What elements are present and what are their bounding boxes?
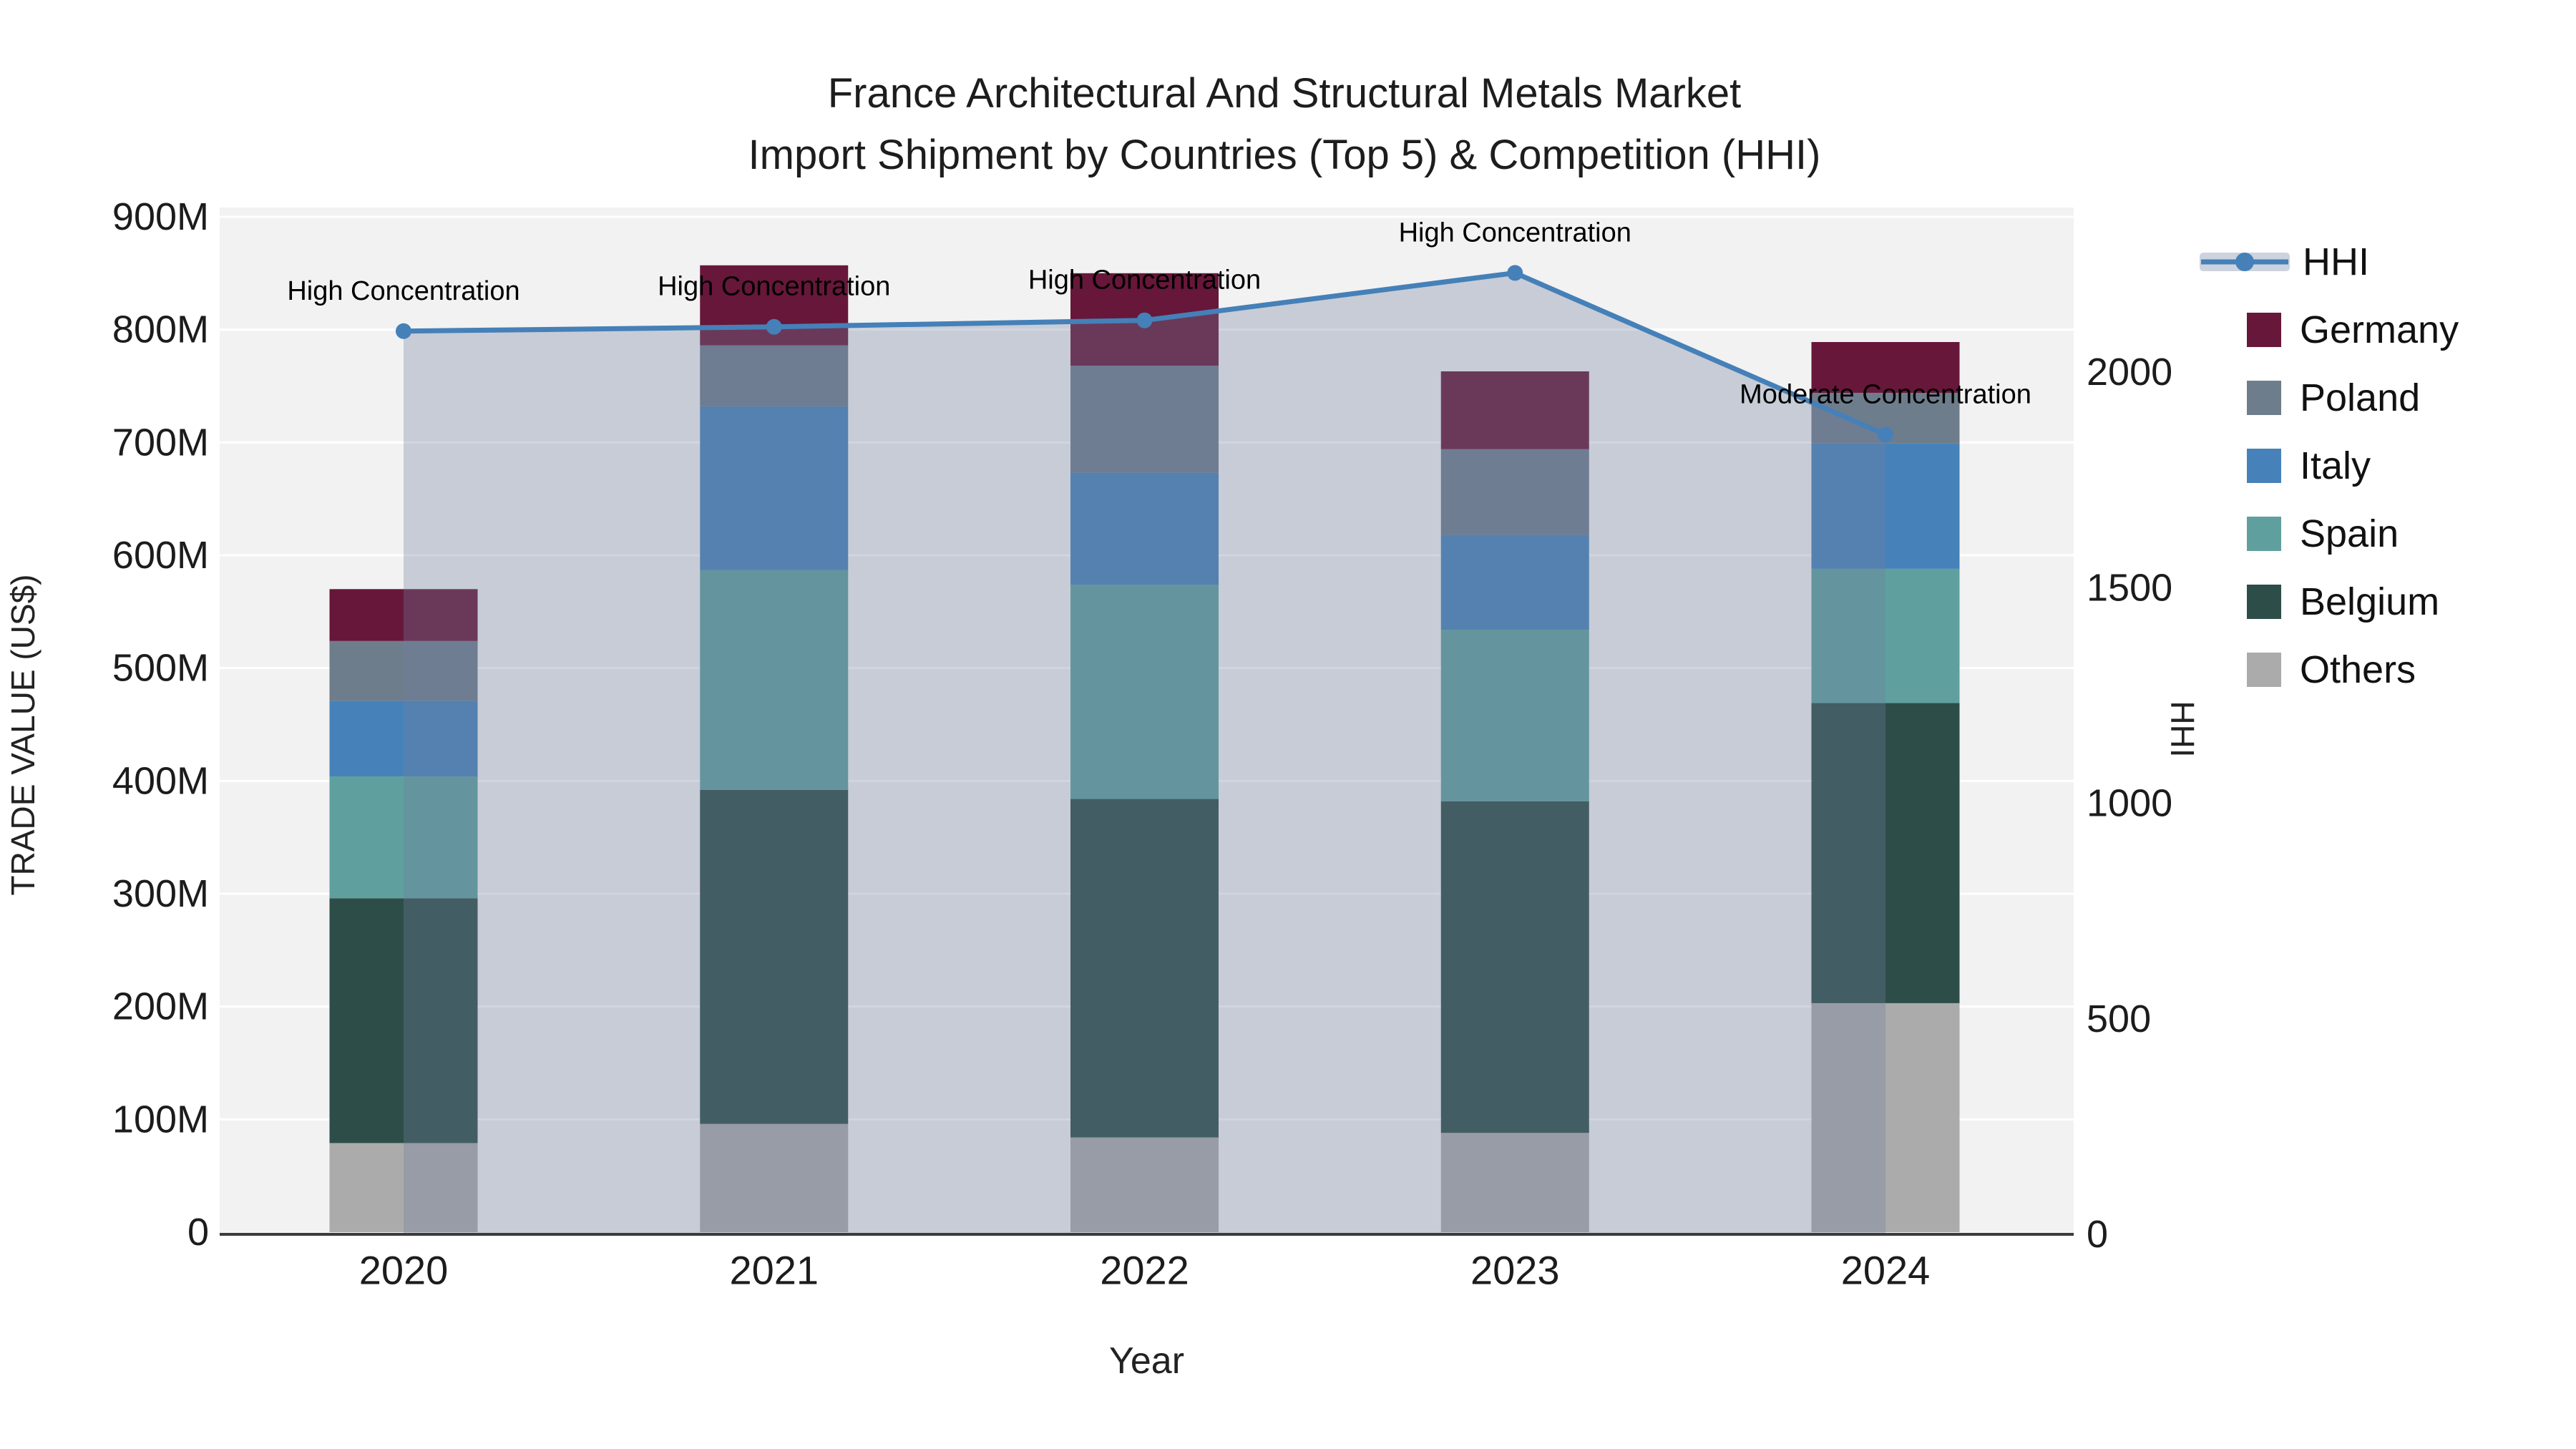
- bar-segment-belgium-2020: [329, 898, 478, 1143]
- x-tick-label-2020: 2020: [359, 1248, 449, 1293]
- hhi-marker-2021: [766, 318, 782, 335]
- annotation-2021: High Concentration: [658, 272, 890, 302]
- y-right-tick-label-500: 500: [2087, 997, 2151, 1040]
- legend-item-italy[interactable]: Italy: [2247, 431, 2459, 499]
- legend-item-others[interactable]: Others: [2247, 635, 2459, 703]
- legend: HHI Germany Poland Italy Spain Belgium Others: [2200, 228, 2459, 703]
- hhi-line-legend-icon: [2200, 252, 2290, 271]
- bar-segment-poland-2021: [700, 345, 849, 406]
- bar-segment-spain-2020: [329, 776, 478, 899]
- bar-segment-spain-2024: [1811, 568, 1960, 703]
- legend-label-spain: Spain: [2300, 512, 2399, 555]
- chart-title-line2: Import Shipment by Countries (Top 5) & C…: [748, 132, 1821, 178]
- y-right-tick-label-1500: 1500: [2087, 566, 2172, 609]
- y-left-tick-label-800M: 800M: [112, 308, 209, 351]
- legend-item-poland[interactable]: Poland: [2247, 364, 2459, 431]
- bar-segment-italy-2021: [700, 406, 849, 570]
- bar-segment-others-2021: [700, 1123, 849, 1232]
- germany-color-swatch-icon: [2247, 312, 2281, 347]
- spain-color-swatch-icon: [2247, 516, 2281, 551]
- y-left-tick-label-600M: 600M: [112, 534, 209, 577]
- legend-label-belgium: Belgium: [2300, 580, 2440, 623]
- legend-item-hhi[interactable]: HHI: [2200, 228, 2459, 296]
- y-right-tick-label-2000: 2000: [2087, 351, 2172, 394]
- legend-label-hhi: HHI: [2303, 240, 2369, 283]
- bar-segment-germany-2023: [1440, 371, 1589, 449]
- bar-segment-italy-2023: [1440, 535, 1589, 630]
- bar-segment-poland-2022: [1070, 366, 1219, 473]
- hhi-marker-2024: [1878, 426, 1893, 443]
- bar-segment-italy-2024: [1811, 443, 1960, 569]
- y-left-tick-label-300M: 300M: [112, 872, 209, 915]
- bar-segment-others-2024: [1811, 1002, 1960, 1232]
- y-left-tick-label-100M: 100M: [112, 1098, 209, 1141]
- belgium-color-swatch-icon: [2247, 584, 2281, 619]
- y-right-axis-title: HHI: [2164, 701, 2201, 758]
- legend-label-poland: Poland: [2300, 376, 2421, 419]
- legend-item-germany[interactable]: Germany: [2247, 296, 2459, 364]
- hhi-marker-2023: [1507, 265, 1523, 281]
- others-color-swatch-icon: [2247, 652, 2281, 687]
- x-tick-label-2021: 2021: [729, 1248, 819, 1293]
- y-left-tick-label-200M: 200M: [112, 985, 209, 1028]
- legend-item-spain[interactable]: Spain: [2247, 499, 2459, 567]
- italy-color-swatch-icon: [2247, 448, 2281, 483]
- y-right-tick-label-0: 0: [2087, 1213, 2108, 1256]
- bar-segment-belgium-2021: [700, 789, 849, 1124]
- hhi-marker-2020: [396, 323, 411, 339]
- bar-segment-poland-2020: [329, 640, 478, 701]
- x-tick-label-2023: 2023: [1470, 1248, 1560, 1293]
- annotation-2023: High Concentration: [1399, 218, 1631, 248]
- y-left-tick-label-900M: 900M: [112, 195, 209, 238]
- bar-segment-belgium-2024: [1811, 703, 1960, 1003]
- bar-segment-germany-2020: [329, 589, 478, 641]
- y-left-tick-label-700M: 700M: [112, 421, 209, 464]
- bar-segment-others-2020: [329, 1143, 478, 1232]
- x-tick-label-2022: 2022: [1100, 1248, 1189, 1293]
- bar-segment-belgium-2022: [1070, 799, 1219, 1138]
- hhi-marker-2022: [1136, 312, 1153, 328]
- annotation-2024: Moderate Concentration: [1740, 379, 2031, 409]
- bar-segment-others-2022: [1070, 1137, 1219, 1232]
- hhi-fill-area: [404, 273, 1885, 1234]
- y-left-axis-title: TRADE VALUE (US$): [4, 574, 42, 896]
- bar-segment-italy-2020: [329, 701, 478, 777]
- y-left-tick-label-400M: 400M: [112, 759, 209, 802]
- bar-segment-spain-2022: [1070, 584, 1219, 799]
- bar-segment-others-2023: [1440, 1133, 1589, 1232]
- legend-item-belgium[interactable]: Belgium: [2247, 567, 2459, 635]
- bar-segment-italy-2022: [1070, 472, 1219, 585]
- legend-label-germany: Germany: [2300, 308, 2459, 351]
- bar-segment-belgium-2023: [1440, 801, 1589, 1133]
- bar-segment-poland-2023: [1440, 449, 1589, 535]
- poland-color-swatch-icon: [2247, 380, 2281, 415]
- annotation-2022: High Concentration: [1028, 265, 1261, 296]
- x-tick-label-2024: 2024: [1841, 1248, 1931, 1293]
- bar-segment-spain-2023: [1440, 630, 1589, 801]
- bar-segment-spain-2021: [700, 570, 849, 790]
- legend-label-others: Others: [2300, 648, 2416, 691]
- y-left-tick-label-500M: 500M: [112, 647, 209, 690]
- bar-segment-germany-2024: [1811, 342, 1960, 393]
- y-right-tick-label-1000: 1000: [2087, 782, 2172, 825]
- y-left-tick-label-0: 0: [187, 1211, 209, 1254]
- annotation-2020: High Concentration: [287, 276, 519, 306]
- chart-title-line1: France Architectural And Structural Meta…: [827, 70, 1742, 117]
- x-axis-title: Year: [1108, 1340, 1185, 1382]
- legend-label-italy: Italy: [2300, 444, 2371, 487]
